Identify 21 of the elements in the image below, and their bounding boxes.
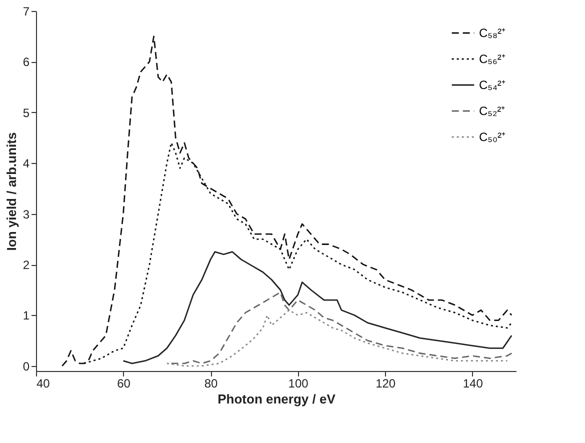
x-tick-label: 60 bbox=[117, 376, 131, 390]
legend-label: C₅₀²⁺ bbox=[479, 130, 506, 144]
y-tick-label: 5 bbox=[22, 106, 30, 120]
x-tick-label: 120 bbox=[376, 376, 396, 390]
legend-label: C₅₂²⁺ bbox=[479, 104, 506, 118]
y-tick-label: 2 bbox=[22, 258, 30, 272]
x-tick-label: 80 bbox=[204, 376, 218, 390]
legend-label: C₅₈²⁺ bbox=[479, 26, 506, 40]
x-tick-label: 140 bbox=[462, 376, 484, 390]
y-tick-label: 4 bbox=[22, 156, 30, 171]
legend-label: C₅₄²⁺ bbox=[479, 78, 506, 92]
x-axis-title: Photon energy / eV bbox=[218, 392, 336, 406]
y-tick-label: 0 bbox=[22, 359, 30, 374]
y-axis-title: Ion yield / arb.units bbox=[4, 132, 19, 251]
y-tick-label: 6 bbox=[22, 55, 30, 70]
x-tick-label: 40 bbox=[36, 376, 50, 390]
y-tick-label: 3 bbox=[22, 207, 30, 222]
x-tick-label: 100 bbox=[288, 376, 309, 390]
y-tick-label: 7 bbox=[22, 4, 30, 18]
legend-label: C₅₆²⁺ bbox=[479, 52, 506, 66]
y-tick-label: 1 bbox=[22, 308, 30, 323]
